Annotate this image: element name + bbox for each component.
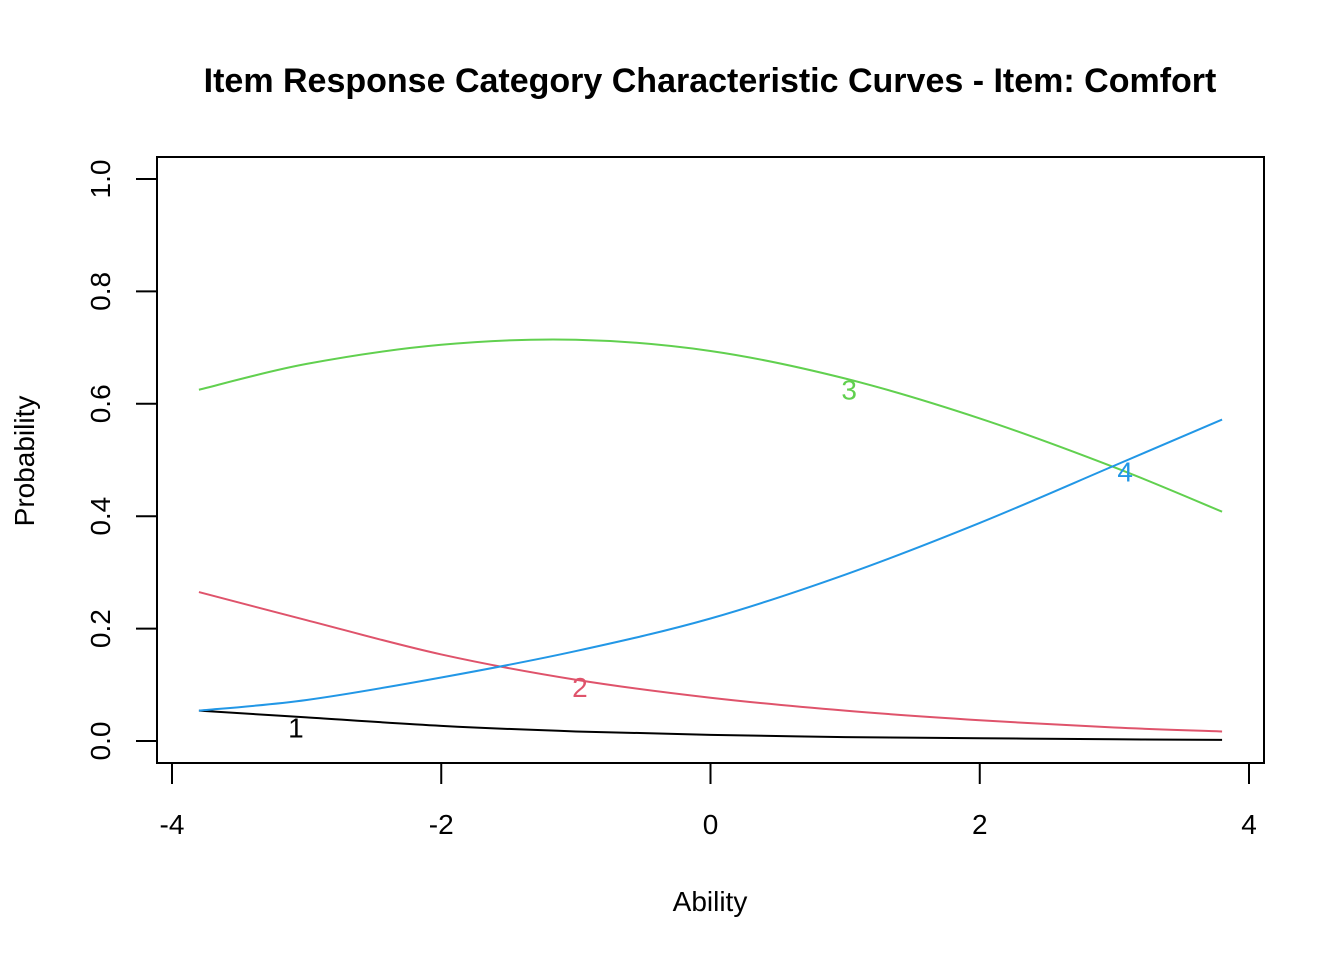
series-line-4: [198, 418, 1223, 712]
series-line-3: [198, 338, 1223, 513]
series-label-2: 2: [572, 672, 588, 703]
y-tick-label: 0.2: [85, 609, 116, 648]
x-tick-label: 4: [1241, 809, 1257, 840]
series-line-2: [198, 591, 1223, 733]
series-line-1: [198, 709, 1223, 741]
y-tick-label: 0.4: [85, 497, 116, 536]
y-axis: 0.0 0.2 0.4 0.6 0.8 1.0: [85, 160, 158, 761]
y-tick-label: 1.0: [85, 160, 116, 199]
y-tick-label: 0.8: [85, 272, 116, 311]
x-axis-label: Ability: [673, 886, 748, 917]
y-axis-label: Probability: [9, 396, 40, 527]
series-label-4: 4: [1117, 456, 1133, 487]
y-tick-label: 0.6: [85, 384, 116, 423]
chart-title: Item Response Category Characteristic Cu…: [204, 62, 1217, 100]
x-tick-label: -2: [429, 809, 454, 840]
series-label-3: 3: [841, 374, 857, 405]
series-label-1: 1: [288, 713, 304, 744]
y-tick-label: 0.0: [85, 722, 116, 761]
x-tick-label: 2: [972, 809, 988, 840]
x-tick-label: 0: [703, 809, 719, 840]
x-axis: -4 -2 0 2 4: [160, 762, 1257, 840]
series-layer: 1 2 3 4: [198, 338, 1223, 744]
x-tick-label: -4: [160, 809, 185, 840]
